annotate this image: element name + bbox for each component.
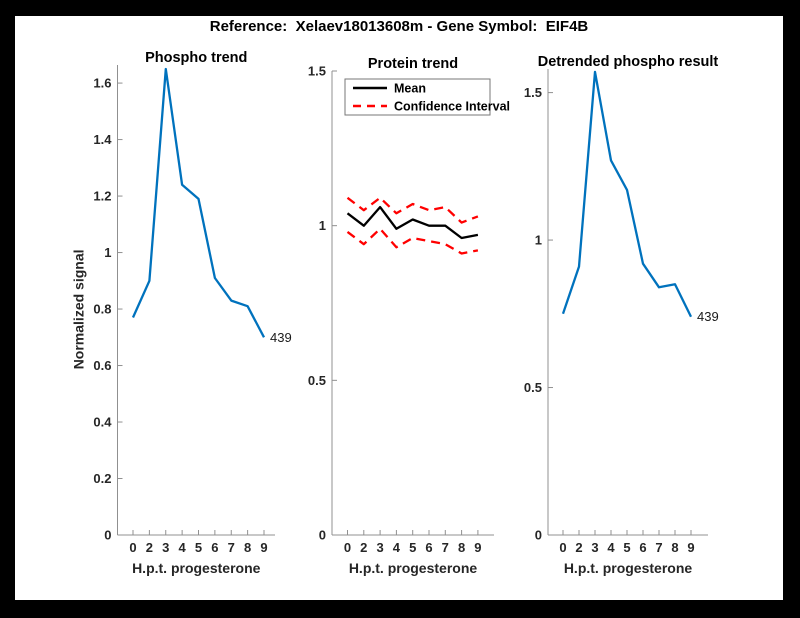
phospho-trend-y-tick-label: 0.4 <box>93 415 112 430</box>
phospho-trend-y-tick-label: 0.2 <box>93 471 111 486</box>
figure-title: Reference: Xelaev18013608m - Gene Symbol… <box>209 18 589 35</box>
detrended-phospho-x-tick-label: 3 <box>591 540 598 555</box>
subplot-phospho-trend: 00.20.40.60.811.21.41.60 2 3 4 5 6 7 8 9Phospho … <box>71 50 292 576</box>
protein-trend-x-tick-label: 3 <box>376 540 383 555</box>
protein-trend-y-tick-label: 1 <box>319 218 326 233</box>
detrended-phospho-y-tick-label: 0 <box>535 528 542 543</box>
detrended-phospho-title: Detrended phospho result <box>538 54 719 70</box>
protein-trend-x-tick-label: 6 <box>425 540 432 555</box>
protein-trend-x-tick-label: 2 <box>360 540 367 555</box>
protein-trend-line-2 <box>346 227 479 255</box>
protein-trend-line-1 <box>346 196 479 224</box>
phospho-trend-y-tick-label: 1.2 <box>93 189 111 204</box>
phospho-trend-y-tick-label: 0.6 <box>93 358 111 373</box>
phospho-trend-annotation: 439 <box>270 330 292 345</box>
detrended-phospho-xlabel: H.p.t. progesterone <box>564 560 693 576</box>
phospho-trend-title: Phospho trend <box>145 50 247 66</box>
protein-trend-legend-box <box>344 78 491 116</box>
phospho-trend-x-tick-label: 2 <box>146 540 153 555</box>
protein-trend-x-tick-label: 4 <box>393 540 401 555</box>
phospho-trend-ylabel: Normalized signal <box>71 249 87 369</box>
detrended-phospho-x-tick-label: 0 <box>559 540 566 555</box>
detrended-phospho-y-tick-label: 1 <box>535 233 542 248</box>
protein-trend-xlabel: H.p.t. progesterone <box>349 560 478 576</box>
phospho-trend-y-tick-label: 1 <box>104 245 111 260</box>
detrended-phospho-x-tick-label: 2 <box>575 540 582 555</box>
detrended-phospho-x-tick-label: 8 <box>671 540 678 555</box>
phospho-trend-x-tick-label: 4 <box>179 540 187 555</box>
detrended-phospho-x-tick-label: 5 <box>623 540 630 555</box>
protein-trend-x-tick-label: 9 <box>474 540 481 555</box>
protein-trend-y-tick-label: 1.5 <box>308 64 326 79</box>
protein-trend-line-0 <box>346 205 479 240</box>
phospho-trend-y-tick-label: 0 <box>104 528 111 543</box>
detrended-phospho-line-0 <box>561 70 693 318</box>
detrended-phospho-x-tick-label: 7 <box>655 540 662 555</box>
protein-trend-x-tick-label: 8 <box>458 540 465 555</box>
detrended-phospho-annotation: 439 <box>697 309 719 324</box>
phospho-trend-x-tick-label: 6 <box>211 540 218 555</box>
phospho-trend-xlabel: H.p.t. progesterone <box>132 560 261 576</box>
protein-trend-x-tick-label: 0 <box>344 540 351 555</box>
detrended-phospho-y-tick-label: 0.5 <box>524 380 542 395</box>
protein-trend-y-tick-label: 0.5 <box>308 373 326 388</box>
phospho-trend-x-tick-label: 5 <box>195 540 202 555</box>
protein-trend-y-tick-label: 0 <box>319 528 326 543</box>
phospho-trend-y-tick-label: 1.4 <box>93 132 112 147</box>
figure-canvas: Reference: Xelaev18013608m - Gene Symbol… <box>15 16 783 600</box>
protein-trend-legend-label-1: Confidence Interval <box>394 100 510 114</box>
charts-svg: 00.20.40.60.811.21.41.60 2 3 4 5 6 7 8 9Phospho … <box>71 50 719 576</box>
phospho-trend-x-tick-label: 9 <box>260 540 267 555</box>
phospho-trend-line-0 <box>131 67 266 338</box>
protein-trend-legend-label-0: Mean <box>394 82 426 96</box>
detrended-phospho-x-tick-label: 6 <box>639 540 646 555</box>
phospho-trend-x-tick-label: 0 <box>129 540 136 555</box>
phospho-trend-y-tick-label: 1.6 <box>93 76 111 91</box>
protein-trend-legend: Mean Confidence Interval <box>344 78 510 116</box>
detrended-phospho-y-tick-label: 1.5 <box>524 85 542 100</box>
protein-trend-x-tick-label: 5 <box>409 540 416 555</box>
phospho-trend-x-tick-label: 3 <box>162 540 169 555</box>
phospho-trend-y-tick-label: 0.8 <box>93 302 111 317</box>
phospho-trend-x-tick-label: 8 <box>244 540 251 555</box>
protein-trend-title: Protein trend <box>368 56 458 72</box>
detrended-phospho-x-tick-label: 9 <box>687 540 694 555</box>
protein-trend-x-tick-label: 7 <box>442 540 449 555</box>
detrended-phospho-x-tick-label: 4 <box>607 540 615 555</box>
phospho-trend-x-tick-label: 7 <box>228 540 235 555</box>
